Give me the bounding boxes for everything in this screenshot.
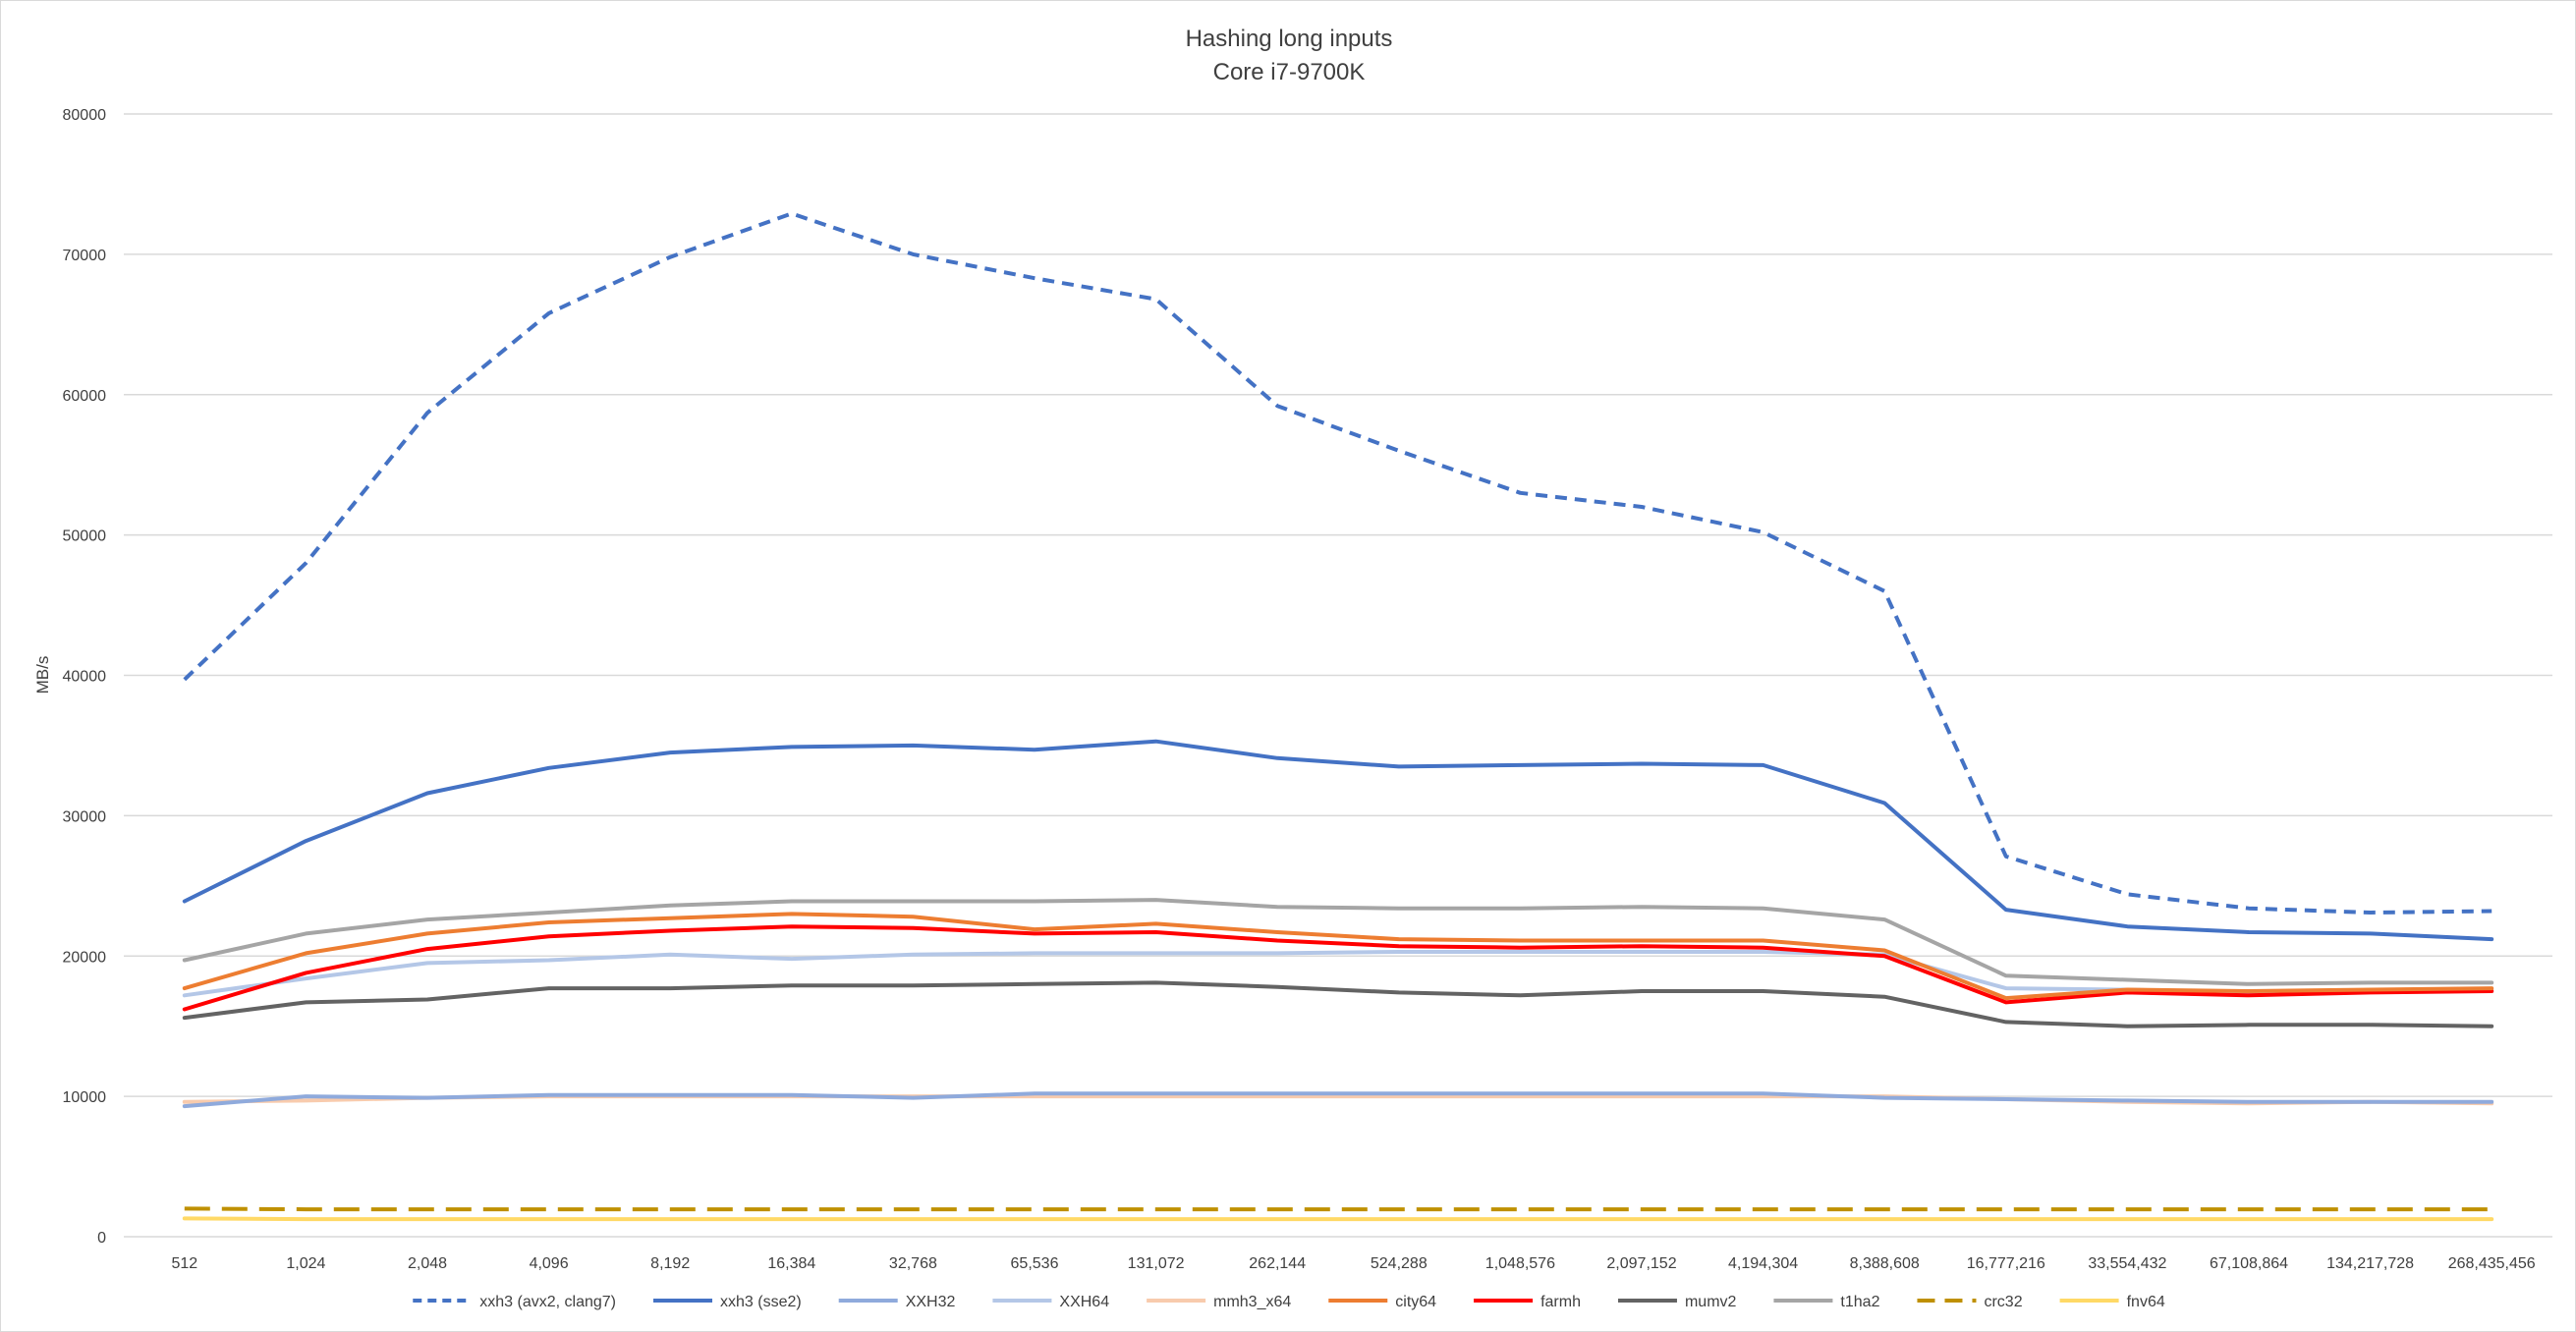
series-lines <box>182 211 2494 1222</box>
legend-item: xxh3 (avx2, clang7) <box>413 1294 616 1310</box>
y-tick-label: 10000 <box>63 1089 107 1106</box>
y-tick-label: 0 <box>97 1230 106 1247</box>
legend-item: xxh3 (sse2) <box>653 1294 802 1310</box>
x-tick-label: 33,554,432 <box>2088 1255 2166 1272</box>
x-tick-label: 2,097,152 <box>1606 1255 1676 1272</box>
x-tick-label: 131,072 <box>1128 1255 1185 1272</box>
y-tick-label: 50000 <box>63 528 107 545</box>
legend-label: XXH32 <box>906 1294 956 1310</box>
y-tick-label: 70000 <box>63 248 107 264</box>
y-axis-ticks: 0 10000 20000 30000 40000 50000 60000 70000 8000… <box>63 107 107 1247</box>
x-tick-label: 524,288 <box>1371 1255 1428 1272</box>
x-axis-ticks: 512 1,024 2,048 4,096 8,192 16,384 32,768 65,53… <box>171 1255 2535 1272</box>
legend-item: city64 <box>1328 1294 1436 1310</box>
x-tick-label: 134,217,728 <box>2326 1255 2414 1272</box>
series-line <box>184 1206 2492 1212</box>
legend-label: crc32 <box>1984 1294 2022 1310</box>
legend-label: farmh <box>1540 1294 1581 1310</box>
legend-label: xxh3 (avx2, clang7) <box>479 1294 616 1310</box>
legend-item: fnv64 <box>2059 1294 2165 1310</box>
x-tick-label: 8,388,608 <box>1850 1255 1920 1272</box>
series-line <box>183 211 2492 915</box>
legend-item: XXH64 <box>992 1294 1109 1310</box>
series-line <box>182 1216 2494 1222</box>
y-tick-label: 60000 <box>63 388 107 405</box>
x-tick-label: 65,536 <box>1011 1255 1059 1272</box>
legend-item: mumv2 <box>1617 1294 1737 1310</box>
legend-label: xxh3 (sse2) <box>720 1294 802 1310</box>
legend-label: fnv64 <box>2127 1294 2165 1310</box>
series-line <box>182 898 2494 986</box>
legend-item: farmh <box>1474 1294 1581 1310</box>
x-tick-label: 8,192 <box>650 1255 690 1272</box>
legend-label: city64 <box>1395 1294 1436 1310</box>
legend-item: crc32 <box>1917 1294 2023 1310</box>
x-tick-label: 16,777,216 <box>1967 1255 2045 1272</box>
y-tick-label: 80000 <box>63 107 107 124</box>
chart-subtitle: Core i7-9700K <box>1213 59 1366 85</box>
series-line <box>182 912 2494 1001</box>
series-line <box>182 1091 2494 1109</box>
gridlines <box>124 113 2552 1238</box>
x-tick-label: 2,048 <box>408 1255 447 1272</box>
x-tick-label: 67,108,864 <box>2210 1255 2288 1272</box>
x-tick-label: 32,768 <box>889 1255 937 1272</box>
legend: xxh3 (avx2, clang7) xxh3 (sse2) XXH32 XXH64… <box>413 1294 2165 1310</box>
series-line <box>182 924 2494 1012</box>
x-tick-label: 268,435,456 <box>2448 1255 2536 1272</box>
legend-label: XXH64 <box>1059 1294 1109 1310</box>
x-tick-label: 4,096 <box>530 1255 569 1272</box>
legend-label: t1ha2 <box>1840 1294 1879 1310</box>
x-tick-label: 4,194,304 <box>1728 1255 1798 1272</box>
y-axis-title: MB/s <box>33 656 52 694</box>
x-tick-label: 262,144 <box>1249 1255 1306 1272</box>
y-tick-label: 30000 <box>63 808 107 825</box>
legend-label: mumv2 <box>1685 1294 1737 1310</box>
x-tick-label: 16,384 <box>767 1255 815 1272</box>
y-tick-label: 40000 <box>63 669 107 686</box>
legend-item: mmh3_x64 <box>1147 1294 1291 1310</box>
series-line <box>182 980 2494 1028</box>
y-tick-label: 20000 <box>63 949 107 966</box>
legend-item: XXH32 <box>838 1294 956 1310</box>
chart-title: Hashing long inputs <box>1186 26 1393 52</box>
series-line <box>182 739 2494 942</box>
x-tick-label: 1,048,576 <box>1485 1255 1555 1272</box>
legend-label: mmh3_x64 <box>1213 1294 1291 1310</box>
x-tick-label: 512 <box>171 1255 197 1272</box>
legend-item: t1ha2 <box>1773 1294 1880 1310</box>
x-tick-label: 1,024 <box>286 1255 325 1272</box>
